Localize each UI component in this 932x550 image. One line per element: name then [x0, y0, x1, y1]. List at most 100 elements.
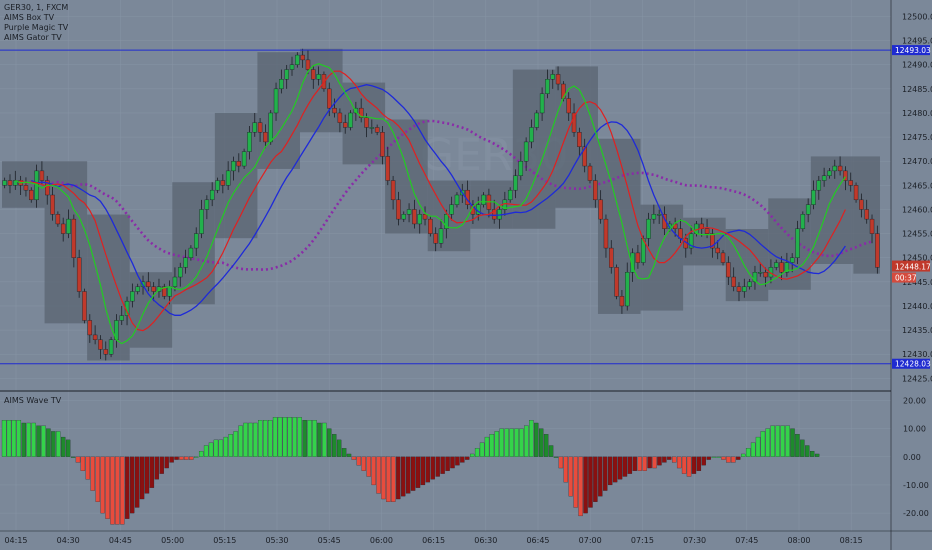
wave-bar — [755, 436, 761, 457]
symbol-title[interactable]: GER30, 1, FXCM — [4, 3, 69, 12]
wave-bar — [297, 417, 302, 457]
wave-bar — [672, 456, 677, 463]
wave-bar — [243, 422, 248, 457]
wave-bar — [134, 456, 140, 508]
wave-bar — [361, 456, 366, 471]
wave-bar — [149, 456, 155, 488]
time-tick-label: 05:00 — [161, 536, 184, 545]
wave-tick-label: -10.00 — [903, 481, 929, 490]
wave-bar — [706, 456, 711, 460]
candle-body — [45, 180, 50, 196]
wave-bar — [593, 456, 598, 502]
candle-body — [167, 286, 172, 297]
wave-bar — [716, 456, 721, 458]
last-price-tag — [892, 260, 930, 272]
candle-body — [172, 276, 178, 287]
wave-tick-label: 0.00 — [903, 453, 921, 462]
wave-bar — [56, 431, 61, 457]
candle-body — [428, 218, 433, 234]
wave-bar — [194, 456, 199, 458]
wave-bar — [494, 431, 500, 457]
price-tick-label: 12480.00 — [902, 109, 932, 118]
candle-body — [555, 74, 561, 85]
wave-bar — [327, 428, 332, 457]
candle-body — [438, 228, 444, 244]
candle-body — [98, 339, 103, 350]
candle-body — [220, 180, 226, 186]
wave-tick-label: 20.00 — [903, 396, 926, 405]
candle-body — [300, 54, 305, 61]
wave-bar — [386, 456, 391, 502]
time-axis[interactable]: 04:15 04:30 04:45 05:00 05:15 05:30 05:45 06:00… — [4, 536, 862, 545]
candle-body — [795, 228, 800, 258]
price-tick-label: 12475.00 — [902, 133, 932, 142]
gator-jaw-line — [31, 84, 846, 316]
wave-bar — [760, 431, 766, 457]
candle-body — [268, 112, 273, 143]
wave-bar — [396, 456, 401, 500]
candle-body — [284, 69, 289, 80]
wave-bar — [371, 456, 376, 486]
wave-bar — [612, 456, 618, 483]
candle-body — [316, 74, 321, 80]
candle-body — [82, 291, 87, 321]
candle-body — [151, 286, 156, 292]
wave-bar — [253, 422, 258, 457]
wave-bar — [31, 422, 36, 457]
wave-bar — [563, 456, 569, 483]
candle-body — [816, 180, 822, 191]
gator-lines-layer — [15, 63, 846, 345]
wave-bar — [484, 436, 490, 457]
wave-bar — [356, 456, 362, 466]
candle-body — [507, 189, 513, 201]
candle-body — [417, 214, 422, 225]
wave-bar — [61, 436, 66, 457]
wave-bar — [381, 456, 386, 500]
candle-body — [550, 74, 555, 80]
wave-bar — [80, 456, 86, 471]
candle-body — [199, 209, 204, 234]
candle-body — [582, 146, 587, 167]
candle-body — [29, 189, 34, 201]
wave-bar — [726, 456, 731, 463]
time-tick-label: 06:00 — [370, 536, 393, 545]
wave-bar — [179, 456, 184, 460]
wave-bar — [307, 420, 312, 457]
candle-body — [875, 233, 880, 268]
wave-bar — [401, 456, 406, 497]
price-axis[interactable]: 12500.00 12495.00 12490.00 12485.00 12480.00… — [902, 12, 932, 383]
wave-bar — [100, 456, 105, 514]
wave-bar — [790, 428, 795, 457]
level-tag — [892, 358, 930, 369]
candle-body — [76, 257, 82, 292]
indicator-purple[interactable]: Purple Magic TV — [4, 23, 69, 32]
wave-bar — [676, 456, 682, 469]
aims-box — [768, 198, 811, 290]
wave-axis[interactable]: 20.00 10.00 0.00 -10.00 -20.00 — [903, 396, 929, 518]
wave-bar — [701, 456, 706, 466]
indicator-wave[interactable]: AIMS Wave TV — [4, 396, 62, 405]
candle-body — [146, 281, 151, 287]
price-tick-label: 12435.00 — [902, 326, 932, 335]
price-tick-label: 12440.00 — [902, 302, 932, 311]
wave-bar — [26, 422, 31, 457]
candle-body — [534, 112, 540, 128]
indicator-box[interactable]: AIMS Box TV — [4, 13, 55, 22]
wave-bar — [11, 420, 17, 457]
candle-body — [832, 165, 837, 172]
candle-body — [103, 349, 108, 355]
price-tick-label: 12485.00 — [902, 85, 932, 94]
wave-bar — [322, 422, 327, 457]
wave-bar — [548, 445, 554, 457]
wave-bar — [208, 442, 214, 457]
wave-bar — [681, 456, 687, 474]
wave-bar — [198, 451, 204, 457]
wave-bar — [627, 456, 633, 474]
wave-bar — [317, 422, 322, 457]
candle-body — [257, 122, 263, 133]
wave-bar — [800, 439, 805, 457]
candle-body — [209, 189, 215, 201]
indicator-gator[interactable]: AIMS Gator TV — [4, 33, 62, 42]
wave-bar — [736, 456, 741, 460]
wave-bar — [410, 456, 416, 491]
